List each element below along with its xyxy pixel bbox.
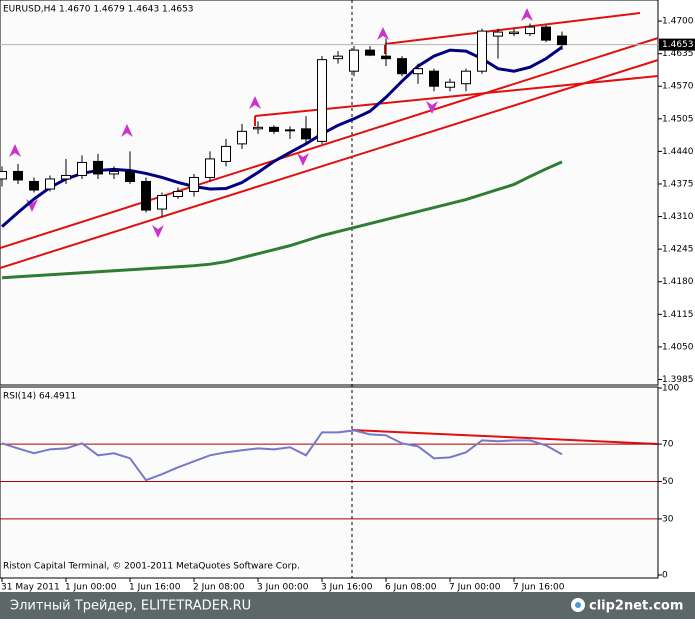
fractal-up bbox=[249, 96, 261, 109]
y-tick-label: 1.4635 bbox=[662, 49, 694, 59]
last-price-label: 1.4653 bbox=[662, 40, 694, 50]
y-tick-label: 50 bbox=[662, 477, 674, 487]
candle-body bbox=[253, 126, 263, 130]
x-tick-label: 31 May 2011 bbox=[1, 583, 60, 593]
y-tick-label: 1.4050 bbox=[662, 342, 694, 352]
rsi-title: RSI(14) 64.4911 bbox=[3, 392, 76, 402]
fractal-up bbox=[377, 27, 389, 40]
candle-body bbox=[109, 170, 119, 175]
x-tick-label: 1 Jun 00:00 bbox=[65, 583, 117, 593]
candle-body bbox=[317, 59, 327, 142]
candle-body bbox=[269, 126, 279, 132]
candle-body bbox=[333, 55, 343, 60]
candle-body bbox=[365, 49, 375, 56]
copyright: Riston Capital Terminal, © 2001-2011 Met… bbox=[3, 562, 300, 572]
y-tick-label: 1.4115 bbox=[662, 310, 694, 320]
candle-body bbox=[493, 31, 503, 37]
candle-body bbox=[541, 26, 551, 41]
x-tick-label: 7 Jun 16:00 bbox=[513, 583, 565, 593]
candle-body bbox=[61, 174, 71, 180]
candle-body bbox=[557, 35, 567, 46]
rsi-line bbox=[1, 429, 563, 482]
y-tick-label: 70 bbox=[662, 440, 674, 450]
candle-body bbox=[301, 128, 311, 140]
fractal-up bbox=[521, 8, 533, 21]
candle-body bbox=[349, 49, 359, 72]
rsi-panel bbox=[0, 386, 659, 579]
candle-body bbox=[0, 170, 7, 180]
y-tick-label: 1.4440 bbox=[662, 147, 694, 157]
x-tick-label: 6 Jun 08:00 bbox=[385, 583, 437, 593]
x-tick-label: 1 Jun 16:00 bbox=[129, 583, 181, 593]
y-tick-label: 1.3985 bbox=[662, 375, 694, 385]
y-tick-label: 1.4570 bbox=[662, 82, 694, 92]
candle-body bbox=[141, 180, 151, 211]
candle-body bbox=[445, 81, 455, 88]
chart-title: EURUSD,H4 1.4670 1.4679 1.4643 1.4653 bbox=[3, 5, 194, 15]
candle-body bbox=[237, 130, 247, 145]
candle-body bbox=[125, 170, 135, 182]
candle-body bbox=[189, 176, 199, 192]
footer-right: clip2net.com bbox=[589, 599, 683, 614]
candle-body bbox=[157, 195, 167, 210]
fractal-down bbox=[426, 101, 438, 114]
y-tick-label: 1.4700 bbox=[662, 17, 694, 27]
candle-body bbox=[381, 55, 391, 60]
footer-left: Элитный Трейдер, ELITETRADER.RU bbox=[10, 599, 251, 614]
fractal-down bbox=[152, 225, 164, 238]
candle-body bbox=[413, 68, 423, 75]
trend-line bbox=[0, 59, 659, 269]
x-tick-label: 7 Jun 00:00 bbox=[449, 583, 501, 593]
x-tick-label: 3 Jun 16:00 bbox=[321, 583, 373, 593]
moving-average bbox=[1, 160, 563, 280]
candle-body bbox=[285, 129, 295, 132]
candle-body bbox=[477, 30, 487, 72]
fractal-up bbox=[121, 124, 133, 137]
candle-body bbox=[205, 158, 215, 178]
y-tick-label: 100 bbox=[662, 384, 679, 394]
y-tick-label: 0 bbox=[662, 571, 668, 581]
candle-body bbox=[221, 145, 231, 162]
footer-icon-dot bbox=[575, 602, 581, 608]
candle-body bbox=[397, 58, 407, 75]
candle-body bbox=[525, 26, 535, 35]
candle-body bbox=[429, 70, 439, 87]
candle-body bbox=[509, 31, 519, 35]
candle-body bbox=[29, 180, 39, 191]
x-tick-label: 3 Jun 00:00 bbox=[257, 583, 309, 593]
y-tick-label: 1.4180 bbox=[662, 277, 694, 287]
y-tick-label: 1.4310 bbox=[662, 212, 694, 222]
candle-body bbox=[93, 160, 103, 175]
trend-line bbox=[0, 37, 659, 249]
fractal-down bbox=[297, 153, 309, 166]
candle-body bbox=[13, 170, 23, 181]
candle-body bbox=[461, 70, 471, 85]
candle-body bbox=[173, 190, 183, 198]
candle-body bbox=[45, 178, 55, 190]
candle-body bbox=[77, 161, 87, 176]
fractal-up bbox=[9, 144, 21, 157]
trend-line bbox=[384, 12, 641, 45]
last-price-box bbox=[659, 38, 695, 51]
y-tick-label: 30 bbox=[662, 514, 674, 524]
trend-line bbox=[351, 429, 659, 445]
y-tick-label: 1.4245 bbox=[662, 245, 694, 255]
price-panel bbox=[0, 0, 659, 386]
y-tick-label: 1.4505 bbox=[662, 114, 694, 124]
x-tick-label: 2 Jun 08:00 bbox=[193, 583, 245, 593]
y-tick-label: 1.4375 bbox=[662, 179, 694, 189]
